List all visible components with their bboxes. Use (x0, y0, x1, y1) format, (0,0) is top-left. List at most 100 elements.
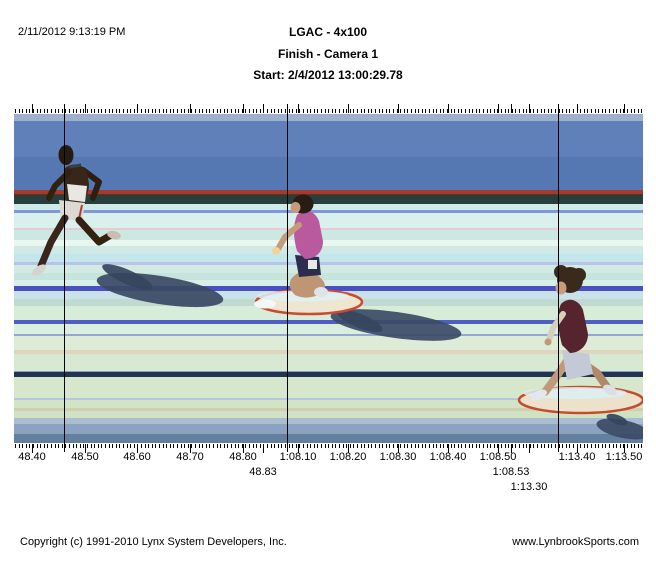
ruler-tick (624, 104, 625, 113)
ruler-tick (371, 109, 372, 113)
ruler-tick (598, 109, 599, 113)
ruler-tick (382, 109, 383, 113)
ruler-tick (227, 444, 228, 448)
ruler-tick (292, 109, 293, 113)
ruler-tick (285, 444, 286, 448)
ruler-tick (271, 109, 272, 113)
ruler-tick (375, 109, 376, 113)
ruler-tick (505, 109, 506, 113)
ruler-tick (638, 109, 639, 113)
ruler-tick (29, 109, 30, 113)
ruler-tick (256, 109, 257, 113)
ruler-tick (339, 109, 340, 113)
ruler-tick (436, 109, 437, 113)
ruler-tick (429, 444, 430, 448)
ruler-tick (307, 444, 308, 448)
ruler-tick (202, 444, 203, 448)
time-label: 1:13.50 (605, 451, 643, 463)
time-label: 1:13.40 (558, 451, 596, 463)
track-band (14, 246, 643, 254)
ruler-tick (37, 444, 38, 448)
ruler-tick (177, 109, 178, 113)
ruler-tick (15, 444, 16, 448)
track-band (14, 254, 643, 262)
ruler-tick (573, 444, 574, 448)
ruler-tick (209, 444, 210, 448)
ruler-tick (541, 109, 542, 113)
ruler-tick (55, 444, 56, 448)
ruler-tick (613, 109, 614, 113)
ruler-tick (458, 109, 459, 113)
ruler-tick (353, 109, 354, 113)
ruler-tick (213, 444, 214, 448)
ruler-tick (321, 444, 322, 448)
ruler-tick (609, 444, 610, 448)
ruler-tick (537, 109, 538, 113)
ruler-tick (364, 444, 365, 448)
ruler-tick (400, 109, 401, 113)
ruler-tick (40, 109, 41, 113)
ruler-tick (289, 109, 290, 113)
ruler-tick (501, 109, 502, 113)
ruler-tick (595, 444, 596, 448)
ruler-tick (397, 109, 398, 113)
ruler-tick (40, 444, 41, 448)
ruler-tick (415, 444, 416, 448)
photo-finish-image[interactable] (14, 114, 643, 443)
ruler-tick (245, 444, 246, 448)
ruler-tick (296, 444, 297, 448)
ruler-tick (404, 109, 405, 113)
ruler-tick (479, 109, 480, 113)
ruler-tick (573, 109, 574, 113)
ruler-tick (267, 109, 268, 113)
ruler-tick (393, 109, 394, 113)
ruler-tick (94, 444, 95, 448)
time-label: 48.70 (176, 451, 204, 463)
ruler-tick (317, 109, 318, 113)
ruler-tick (281, 444, 282, 448)
track-band (14, 377, 643, 398)
ruler-tick (249, 109, 250, 113)
track-band (14, 280, 643, 286)
ruler-tick (321, 109, 322, 113)
ruler-tick (548, 109, 549, 113)
ruler-tick (235, 109, 236, 113)
ruler-tick (515, 109, 516, 113)
ruler-tick (170, 444, 171, 448)
track-band (14, 434, 643, 443)
ruler-tick (512, 444, 513, 448)
ruler-tick (173, 109, 174, 113)
ruler-tick (631, 109, 632, 113)
ruler-tick (317, 444, 318, 448)
hash-time-line[interactable] (64, 104, 65, 452)
ruler-tick (44, 109, 45, 113)
ruler-tick (243, 104, 244, 113)
ruler-tick (605, 109, 606, 113)
ruler-tick (587, 109, 588, 113)
track-band (14, 228, 643, 230)
runner-3-figure (517, 265, 643, 415)
ruler-tick (641, 109, 642, 113)
ruler-tick (155, 109, 156, 113)
ruler-tick (256, 444, 257, 448)
ruler-tick (238, 444, 239, 448)
ruler-tick (119, 444, 120, 448)
ruler-tick (22, 444, 23, 448)
ruler-tick (220, 444, 221, 448)
ruler-tick (73, 109, 74, 113)
ruler-tick (620, 109, 621, 113)
ruler-tick (627, 109, 628, 113)
ruler-tick (289, 444, 290, 448)
hash-time-line[interactable] (287, 104, 288, 452)
ruler-tick (551, 444, 552, 448)
ruler-tick (348, 444, 349, 453)
ruler-tick (511, 104, 512, 113)
ruler-tick (595, 109, 596, 113)
ruler-tick (465, 109, 466, 113)
ruler-tick (343, 444, 344, 448)
print-timestamp: 2/11/2012 9:13:19 PM (18, 26, 126, 38)
ruler-tick (181, 109, 182, 113)
ruler-tick (19, 444, 20, 448)
hash-time-line[interactable] (558, 104, 559, 452)
ruler-tick (112, 444, 113, 448)
